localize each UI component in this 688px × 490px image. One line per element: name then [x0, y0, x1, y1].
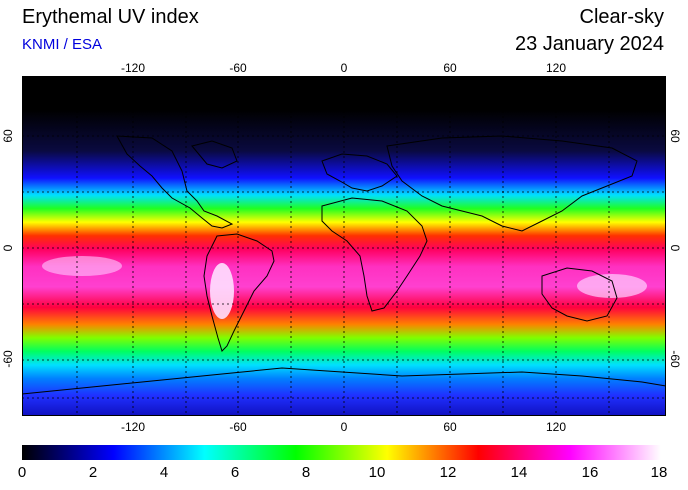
lat-tick-left: 60	[1, 129, 15, 143]
uv-colorbar	[22, 445, 661, 460]
lat-tick-left: 0	[1, 244, 15, 252]
lat-tick-right: -60	[668, 350, 682, 368]
lat-tick-right: 0	[668, 244, 682, 252]
coastline-north-america	[116, 135, 234, 229]
colorbar-tick: 6	[230, 464, 240, 481]
colorbar-tick: 16	[581, 464, 599, 481]
colorbar-tick: 14	[510, 464, 528, 481]
uv-peak-australia	[577, 274, 647, 298]
lon-tick-bottom: -120	[120, 420, 146, 434]
lon-tick-top: -60	[229, 61, 247, 75]
colorbar-ramp	[22, 445, 661, 460]
lon-tick-bottom: 120	[545, 420, 567, 434]
map-title: Erythemal UV index	[22, 6, 199, 28]
colorbar-tick: 10	[368, 464, 386, 481]
lat-tick-left: -60	[1, 350, 15, 368]
uv-peak-pacific	[42, 256, 122, 276]
lon-tick-top: -120	[120, 61, 146, 75]
lon-tick-top: 0	[340, 61, 348, 75]
uv-index-map	[22, 76, 666, 416]
credit-label: KNMI / ESA	[22, 36, 103, 53]
lon-tick-top: 60	[443, 61, 457, 75]
lon-tick-bottom: 0	[340, 420, 348, 434]
uv-peak-south-america	[210, 263, 234, 319]
colorbar-tick: 0	[17, 464, 27, 481]
coastline-australia	[541, 267, 618, 322]
coastline-antarctica	[22, 367, 666, 395]
sky-type-label: Clear-sky	[579, 6, 664, 28]
colorbar-tick: 8	[301, 464, 311, 481]
colorbar-tick: 2	[88, 464, 98, 481]
lon-tick-bottom: 60	[443, 420, 457, 434]
date-label: 23 January 2024	[514, 33, 664, 55]
colorbar-tick: 12	[439, 464, 457, 481]
coastline-asia	[386, 135, 638, 232]
lat-tick-right: 60	[668, 129, 682, 143]
lon-tick-bottom: -60	[229, 420, 247, 434]
lon-tick-top: 120	[545, 61, 567, 75]
graticule	[22, 76, 666, 416]
coastline-europe	[321, 153, 398, 192]
coastline-africa	[321, 197, 428, 312]
coastline-greenland	[191, 140, 238, 169]
map-frame	[22, 76, 666, 416]
colorbar-tick: 18	[650, 464, 668, 481]
colorbar-tick: 4	[159, 464, 169, 481]
